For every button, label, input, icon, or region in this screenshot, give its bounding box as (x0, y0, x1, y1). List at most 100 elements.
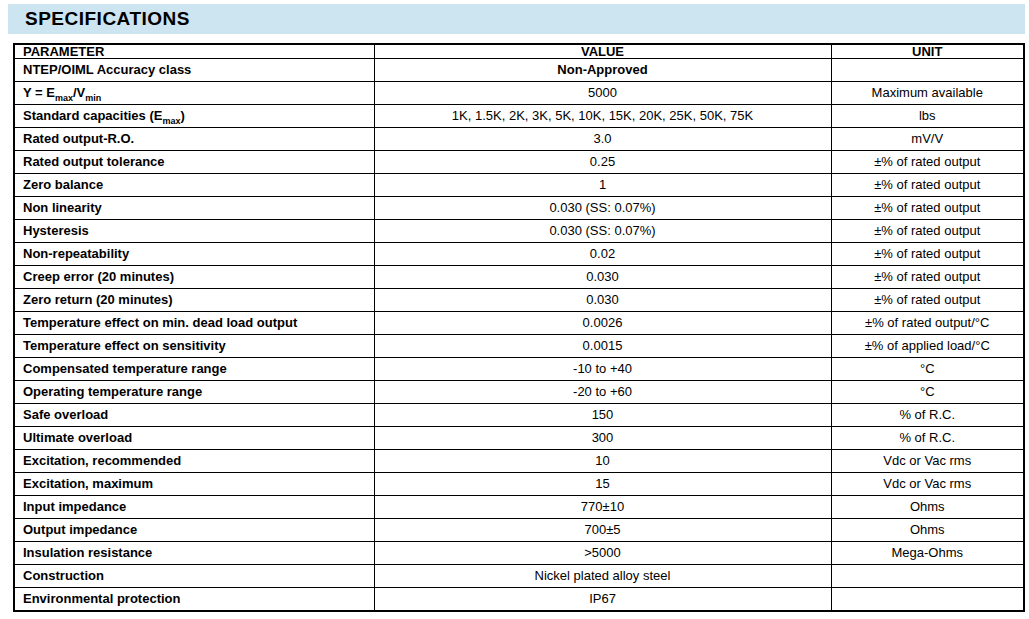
parameter-cell: Temperature effect on sensitivity (14, 334, 374, 357)
parameter-cell: Rated output tolerance (14, 150, 374, 173)
parameter-cell: Zero return (20 minutes) (14, 288, 374, 311)
parameter-cell: Compensated temperature range (14, 357, 374, 380)
unit-cell: % of R.C. (831, 426, 1024, 449)
parameter-cell: Operating temperature range (14, 380, 374, 403)
parameter-cell: Zero balance (14, 173, 374, 196)
value-cell: 0.02 (374, 242, 831, 265)
table-row: Environmental protectionIP67 (14, 587, 1024, 611)
parameter-cell: Non-repeatability (14, 242, 374, 265)
parameter-cell: Hysteresis (14, 219, 374, 242)
parameter-cell: Output impedance (14, 518, 374, 541)
parameter-cell: Excitation, recommended (14, 449, 374, 472)
parameter-cell: NTEP/OIML Accuracy class (14, 59, 374, 82)
table-row: Creep error (20 minutes)0.030±% of rated… (14, 265, 1024, 288)
value-cell: 0.25 (374, 150, 831, 173)
unit-cell: % of R.C. (831, 403, 1024, 426)
table-row: Non linearity0.030 (SS: 0.07%)±% of rate… (14, 196, 1024, 219)
value-cell: 15 (374, 472, 831, 495)
parameter-cell: Safe overload (14, 403, 374, 426)
unit-cell (831, 59, 1024, 82)
parameter-cell: Creep error (20 minutes) (14, 265, 374, 288)
parameter-cell: Environmental protection (14, 587, 374, 611)
table-row: ConstructionNickel plated alloy steel (14, 564, 1024, 587)
spec-sheet-page: SPECIFICATIONS PARAMETER VALUE UNIT NTEP… (0, 0, 1029, 619)
parameter-cell: Rated output-R.O. (14, 127, 374, 150)
value-cell: >5000 (374, 541, 831, 564)
parameter-cell: Input impedance (14, 495, 374, 518)
table-row: Temperature effect on sensitivity0.0015±… (14, 334, 1024, 357)
specifications-table: PARAMETER VALUE UNIT NTEP/OIML Accuracy … (13, 43, 1025, 612)
table-row: Compensated temperature range-10 to +40°… (14, 357, 1024, 380)
parameter-cell: Standard capacities (Emax) (14, 104, 374, 127)
unit-cell: ±% of applied load/°C (831, 334, 1024, 357)
unit-cell: ±% of rated output (831, 265, 1024, 288)
unit-cell: ±% of rated output/°C (831, 311, 1024, 334)
table-row: Hysteresis0.030 (SS: 0.07%)±% of rated o… (14, 219, 1024, 242)
value-cell: 300 (374, 426, 831, 449)
unit-cell: ±% of rated output (831, 196, 1024, 219)
column-header-parameter: PARAMETER (14, 44, 374, 59)
page-title: SPECIFICATIONS (25, 8, 190, 30)
unit-cell: Vdc or Vac rms (831, 472, 1024, 495)
value-cell: 0.0015 (374, 334, 831, 357)
unit-cell (831, 564, 1024, 587)
value-cell: 3.0 (374, 127, 831, 150)
table-row: Input impedance770±10Ohms (14, 495, 1024, 518)
table-row: Insulation resistance>5000Mega-Ohms (14, 541, 1024, 564)
unit-cell: Vdc or Vac rms (831, 449, 1024, 472)
unit-cell: Ohms (831, 495, 1024, 518)
parameter-cell: Non linearity (14, 196, 374, 219)
table-row: NTEP/OIML Accuracy classNon-Approved (14, 59, 1024, 82)
table-row: Zero return (20 minutes)0.030±% of rated… (14, 288, 1024, 311)
unit-cell: ±% of rated output (831, 173, 1024, 196)
value-cell: 0.030 (SS: 0.07%) (374, 196, 831, 219)
unit-cell: Maximum available (831, 81, 1024, 104)
table-row: Rated output-R.O.3.0mV/V (14, 127, 1024, 150)
value-cell: IP67 (374, 587, 831, 611)
unit-cell: mV/V (831, 127, 1024, 150)
value-cell: 10 (374, 449, 831, 472)
value-cell: Non-Approved (374, 59, 831, 82)
table-body: NTEP/OIML Accuracy classNon-ApprovedY = … (14, 59, 1024, 612)
parameter-cell: Excitation, maximum (14, 472, 374, 495)
value-cell: 0.030 (SS: 0.07%) (374, 219, 831, 242)
value-cell: 5000 (374, 81, 831, 104)
unit-cell: °C (831, 357, 1024, 380)
table-row: Excitation, maximum15Vdc or Vac rms (14, 472, 1024, 495)
table-row: Rated output tolerance0.25±% of rated ou… (14, 150, 1024, 173)
table-header-row: PARAMETER VALUE UNIT (14, 44, 1024, 59)
unit-cell: Ohms (831, 518, 1024, 541)
unit-cell: Mega-Ohms (831, 541, 1024, 564)
table-row: Non-repeatability0.02±% of rated output (14, 242, 1024, 265)
value-cell: -20 to +60 (374, 380, 831, 403)
table-row: Operating temperature range-20 to +60°C (14, 380, 1024, 403)
unit-cell: °C (831, 380, 1024, 403)
value-cell: -10 to +40 (374, 357, 831, 380)
value-cell: 1 (374, 173, 831, 196)
table-row: Temperature effect on min. dead load out… (14, 311, 1024, 334)
value-cell: Nickel plated alloy steel (374, 564, 831, 587)
parameter-cell: Construction (14, 564, 374, 587)
unit-cell: ±% of rated output (831, 288, 1024, 311)
table-row: Safe overload150% of R.C. (14, 403, 1024, 426)
value-cell: 0.030 (374, 288, 831, 311)
value-cell: 1K, 1.5K, 2K, 3K, 5K, 10K, 15K, 20K, 25K… (374, 104, 831, 127)
unit-cell (831, 587, 1024, 611)
column-header-value: VALUE (374, 44, 831, 59)
unit-cell: ±% of rated output (831, 150, 1024, 173)
value-cell: 150 (374, 403, 831, 426)
parameter-cell: Insulation resistance (14, 541, 374, 564)
column-header-unit: UNIT (831, 44, 1024, 59)
unit-cell: ±% of rated output (831, 242, 1024, 265)
value-cell: 0.030 (374, 265, 831, 288)
value-cell: 700±5 (374, 518, 831, 541)
table-row: Excitation, recommended10Vdc or Vac rms (14, 449, 1024, 472)
value-cell: 770±10 (374, 495, 831, 518)
value-cell: 0.0026 (374, 311, 831, 334)
parameter-cell: Y = Emax/Vmin (14, 81, 374, 104)
table-row: Y = Emax/Vmin5000Maximum available (14, 81, 1024, 104)
unit-cell: ±% of rated output (831, 219, 1024, 242)
table-row: Output impedance700±5Ohms (14, 518, 1024, 541)
table-row: Standard capacities (Emax)1K, 1.5K, 2K, … (14, 104, 1024, 127)
unit-cell: lbs (831, 104, 1024, 127)
